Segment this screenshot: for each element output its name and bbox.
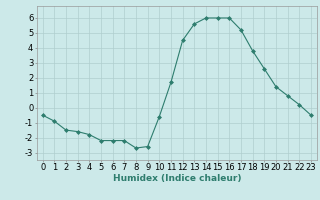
X-axis label: Humidex (Indice chaleur): Humidex (Indice chaleur) (113, 174, 241, 183)
